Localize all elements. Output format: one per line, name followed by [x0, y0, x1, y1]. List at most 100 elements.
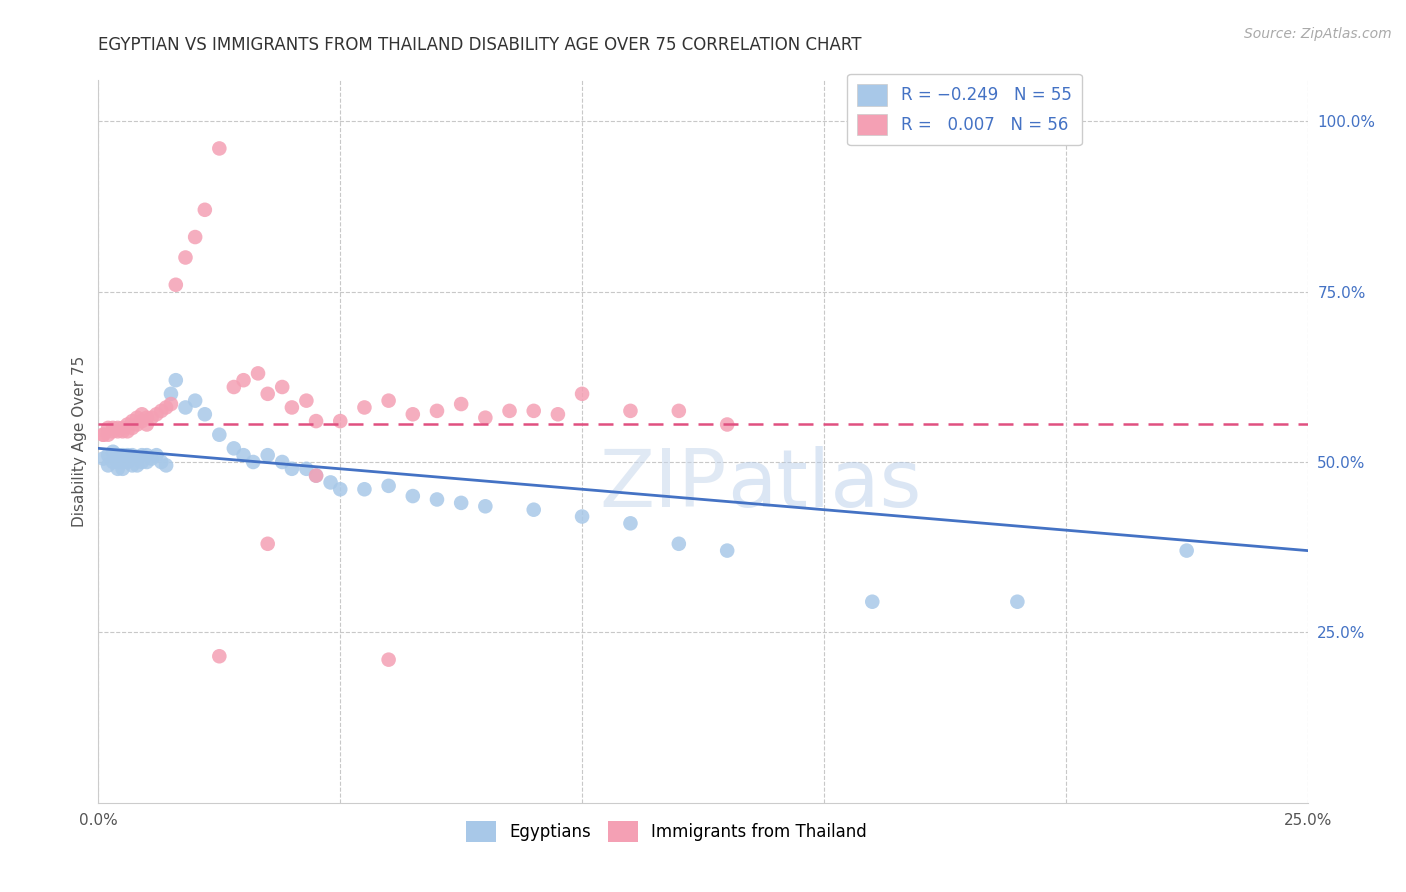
Point — [668, 537, 690, 551]
Text: EGYPTIAN VS IMMIGRANTS FROM THAILAND DISABILITY AGE OVER 75 CORRELATION CHART: EGYPTIAN VS IMMIGRANTS FROM THAILAND DIS… — [98, 36, 862, 54]
Point — [281, 462, 304, 476]
Point — [91, 427, 114, 442]
Point — [353, 482, 375, 496]
Point — [127, 417, 149, 432]
Point — [135, 410, 157, 425]
Point — [271, 455, 294, 469]
Point — [571, 509, 593, 524]
Point — [619, 516, 641, 531]
Point — [232, 373, 254, 387]
Point — [194, 407, 217, 421]
Point — [716, 543, 738, 558]
Point — [127, 451, 149, 466]
Point — [155, 458, 177, 473]
Point — [141, 410, 163, 425]
Point — [121, 458, 143, 473]
Point — [319, 475, 342, 490]
Point — [107, 448, 129, 462]
Point — [155, 401, 177, 415]
Point — [97, 421, 120, 435]
Point — [242, 455, 264, 469]
Point — [329, 414, 352, 428]
Point — [208, 141, 231, 155]
Point — [571, 387, 593, 401]
Point — [184, 393, 207, 408]
Point — [135, 417, 157, 432]
Point — [402, 489, 425, 503]
Point — [127, 410, 149, 425]
Point — [131, 407, 153, 421]
Point — [402, 407, 425, 421]
Point — [208, 649, 231, 664]
Point — [131, 455, 153, 469]
Point — [150, 404, 173, 418]
Point — [247, 367, 270, 381]
Point — [353, 401, 375, 415]
Point — [716, 417, 738, 432]
Point — [377, 479, 399, 493]
Point — [194, 202, 217, 217]
Point — [91, 451, 114, 466]
Point — [305, 468, 328, 483]
Point — [101, 421, 124, 435]
Point — [135, 455, 157, 469]
Text: atlas: atlas — [727, 446, 921, 524]
Point — [111, 425, 134, 439]
Point — [174, 401, 197, 415]
Point — [117, 425, 139, 439]
Point — [295, 393, 318, 408]
Point — [1175, 543, 1198, 558]
Point — [111, 421, 134, 435]
Point — [150, 455, 173, 469]
Point — [97, 427, 120, 442]
Point — [1007, 595, 1029, 609]
Point — [107, 421, 129, 435]
Point — [222, 380, 245, 394]
Point — [121, 414, 143, 428]
Y-axis label: Disability Age Over 75: Disability Age Over 75 — [72, 356, 87, 527]
Point — [107, 425, 129, 439]
Point — [498, 404, 520, 418]
Point — [131, 414, 153, 428]
Point — [107, 455, 129, 469]
Point — [256, 448, 278, 462]
Text: ZIP: ZIP — [600, 446, 727, 524]
Point — [97, 458, 120, 473]
Point — [222, 442, 245, 456]
Point — [450, 397, 472, 411]
Point — [426, 492, 449, 507]
Point — [121, 421, 143, 435]
Point — [305, 414, 328, 428]
Point — [184, 230, 207, 244]
Point — [131, 448, 153, 462]
Point — [145, 448, 167, 462]
Legend: Egyptians, Immigrants from Thailand: Egyptians, Immigrants from Thailand — [460, 814, 873, 848]
Point — [281, 401, 304, 415]
Point — [232, 448, 254, 462]
Point — [117, 455, 139, 469]
Point — [668, 404, 690, 418]
Point — [145, 407, 167, 421]
Point — [97, 448, 120, 462]
Point — [329, 482, 352, 496]
Point — [111, 462, 134, 476]
Point — [256, 537, 278, 551]
Point — [523, 404, 546, 418]
Point — [111, 448, 134, 462]
Point — [160, 397, 183, 411]
Point — [547, 407, 569, 421]
Point — [377, 393, 399, 408]
Point — [117, 417, 139, 432]
Point — [101, 455, 124, 469]
Point — [860, 595, 883, 609]
Point — [101, 425, 124, 439]
Point — [160, 387, 183, 401]
Point — [377, 653, 399, 667]
Point — [91, 427, 114, 442]
Point — [619, 404, 641, 418]
Point — [208, 427, 231, 442]
Point — [474, 500, 496, 514]
Point — [111, 455, 134, 469]
Point — [165, 277, 187, 292]
Point — [174, 251, 197, 265]
